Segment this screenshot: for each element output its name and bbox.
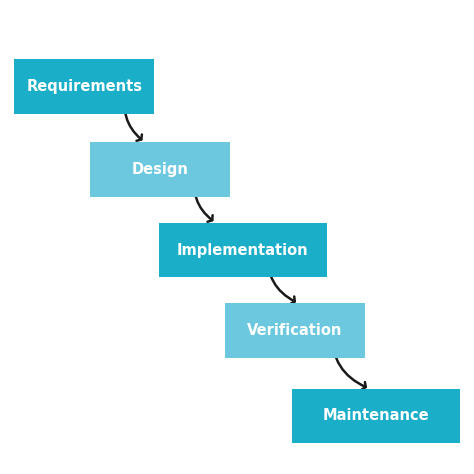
FancyBboxPatch shape: [225, 303, 365, 358]
Text: Requirements: Requirements: [26, 79, 142, 94]
Text: Design: Design: [132, 162, 188, 177]
FancyBboxPatch shape: [159, 223, 327, 277]
FancyBboxPatch shape: [90, 142, 230, 197]
FancyBboxPatch shape: [14, 59, 154, 114]
Text: Verification: Verification: [247, 323, 343, 338]
Text: Maintenance: Maintenance: [322, 409, 429, 423]
Text: Implementation: Implementation: [177, 243, 309, 257]
FancyBboxPatch shape: [292, 389, 460, 443]
